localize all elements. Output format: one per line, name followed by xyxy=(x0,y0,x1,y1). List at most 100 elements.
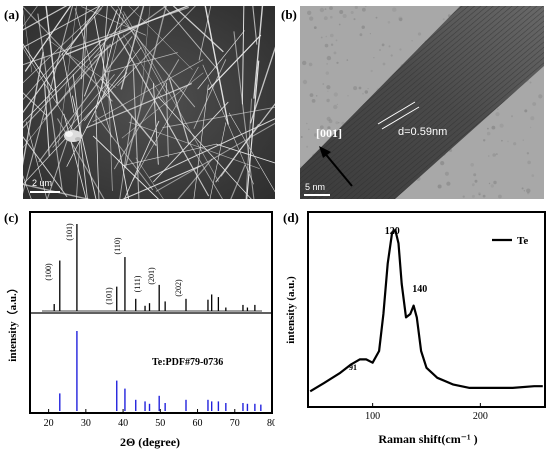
xrd-chart: intensity（a.u.） (100) (101) (101) (110) (111… xyxy=(6,211,275,449)
tem-speckle xyxy=(529,81,532,84)
sem-scale-label: 2 um xyxy=(32,178,53,188)
tem-speckle xyxy=(346,59,349,61)
tem-speckle xyxy=(473,173,477,177)
tem-speckle xyxy=(523,190,526,192)
tem-speckle xyxy=(313,26,317,29)
tem-speckle xyxy=(322,83,325,85)
tem-speckle xyxy=(382,62,386,66)
tem-speckle xyxy=(335,39,338,42)
nanowire xyxy=(46,38,116,88)
nanowire xyxy=(95,110,100,199)
nanowire xyxy=(84,47,142,121)
tem-speckle xyxy=(324,8,327,10)
xrd-x-tick-label: 50 xyxy=(155,418,165,429)
sem-image-panel: 2 um xyxy=(23,6,275,199)
tem-speckle xyxy=(339,10,344,14)
tem-speckle xyxy=(399,17,403,22)
tem-speckle xyxy=(526,152,530,155)
tem-lattice-image xyxy=(300,6,544,199)
tem-speckle xyxy=(381,43,385,47)
tem-speckle xyxy=(333,51,337,55)
tem-speckle xyxy=(353,86,358,91)
nanowire xyxy=(38,36,133,163)
nanowire xyxy=(124,6,167,169)
nanowire xyxy=(120,6,145,90)
tem-speckle xyxy=(326,85,331,90)
xrd-hkl-label: (202) xyxy=(174,279,183,297)
tem-speckle xyxy=(369,33,371,35)
tem-speckle xyxy=(353,18,356,21)
nanowire xyxy=(122,165,201,199)
nanowire xyxy=(23,6,38,27)
tem-speckle xyxy=(501,139,503,142)
tem-speckle xyxy=(487,127,489,130)
tem-speckle xyxy=(526,188,531,193)
nanowire xyxy=(23,6,140,129)
tem-image-panel: [001] d=0.59nm 5 nm xyxy=(300,6,544,199)
nanowire xyxy=(204,6,229,125)
nanowire xyxy=(106,44,113,191)
nanowire xyxy=(117,6,167,95)
panel-d-label: (d) xyxy=(283,210,299,225)
nanowire xyxy=(152,82,159,165)
tem-speckle xyxy=(491,125,496,130)
tem-speckle xyxy=(486,131,491,136)
nanowire xyxy=(117,34,209,197)
tem-speckle xyxy=(314,133,318,137)
nanowire xyxy=(230,164,246,199)
tem-speckle xyxy=(326,55,332,61)
xrd-hkl-label: (101) xyxy=(105,287,114,305)
raman-y-axis-label: intensity (a.u.) xyxy=(285,276,297,344)
tem-speckle xyxy=(330,33,334,38)
tem-speckle xyxy=(315,95,318,97)
nanowire xyxy=(128,6,193,70)
xrd-x-tick-label: 30 xyxy=(81,418,91,429)
tem-speckle xyxy=(364,90,368,94)
tem-speckle xyxy=(471,183,475,187)
nanowire xyxy=(165,82,169,158)
nanowire xyxy=(23,7,189,66)
nanowire xyxy=(155,122,275,192)
tem-speckle xyxy=(444,171,449,176)
tem-speckle xyxy=(330,43,334,46)
direction-label: [001] xyxy=(316,126,342,140)
tem-speckle xyxy=(324,43,329,48)
tem-speckle xyxy=(361,25,365,29)
nanowire xyxy=(132,64,140,199)
tem-speckle xyxy=(527,192,530,195)
tem-speckle xyxy=(347,95,349,97)
xrd-x-tick-label: 70 xyxy=(230,418,240,429)
nanowire xyxy=(177,158,213,199)
tem-speckle xyxy=(326,63,328,65)
nanowire xyxy=(76,23,88,199)
nanowire xyxy=(208,34,262,91)
tem-speckle xyxy=(326,98,330,103)
nanowire xyxy=(23,6,101,48)
tem-speckle xyxy=(300,166,302,168)
nanowire xyxy=(95,6,123,109)
nanowire xyxy=(123,120,160,199)
tem-speckle xyxy=(308,62,313,67)
tem-speckle xyxy=(327,90,329,92)
tem-speckle xyxy=(495,112,500,117)
nanowire xyxy=(72,95,97,199)
tem-speckle xyxy=(437,184,442,189)
nanowire xyxy=(198,6,212,61)
nanowire xyxy=(215,103,275,183)
tem-speckle xyxy=(488,182,491,185)
tem-speckle xyxy=(338,23,341,26)
nanowire xyxy=(252,6,258,45)
xrd-x-axis-label: 2Θ (degree) xyxy=(120,435,180,449)
tem-speckle xyxy=(335,121,339,125)
tem-speckle xyxy=(362,7,366,12)
xrd-x-tick-label: 20 xyxy=(44,418,54,429)
tem-speckle xyxy=(362,92,364,95)
tem-speckle xyxy=(527,160,531,165)
tem-speckle xyxy=(524,109,528,113)
tem-speckle xyxy=(482,194,486,198)
tem-speckle xyxy=(329,6,333,10)
tem-speckle xyxy=(446,181,451,186)
tem-speckle xyxy=(302,79,308,85)
spacing-label: d=0.59nm xyxy=(398,126,448,138)
tem-speckle xyxy=(350,11,354,14)
